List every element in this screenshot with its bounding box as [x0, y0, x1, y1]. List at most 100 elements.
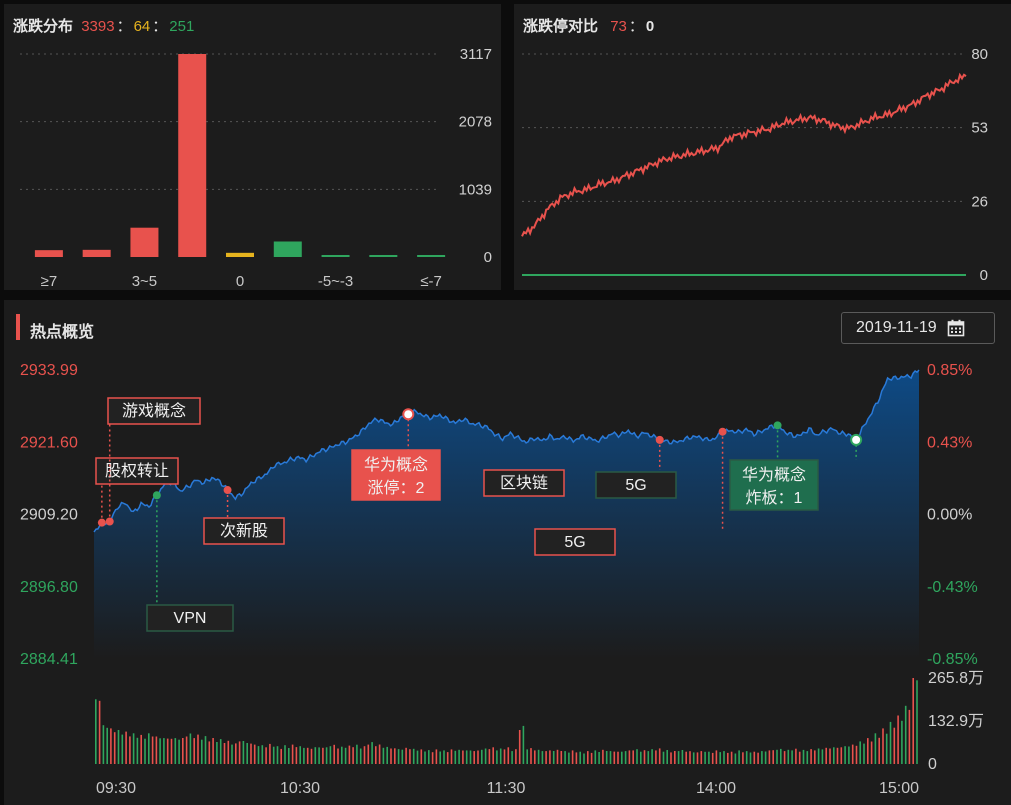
volume-bar	[303, 747, 305, 764]
dist-ytick-label: 2078	[459, 114, 492, 131]
volume-bar	[534, 750, 536, 764]
annotation-sublabel: 涨停：2	[368, 479, 425, 497]
volume-bar	[916, 680, 918, 764]
date-picker[interactable]: 2019-11-19	[841, 312, 995, 344]
volume-bar	[106, 727, 108, 764]
volume-bar	[166, 738, 169, 764]
dist-bar--7~-5	[369, 255, 398, 257]
annotation-dot	[402, 408, 415, 421]
volume-bar	[291, 744, 294, 764]
volume-bar	[462, 750, 464, 764]
volume-bar	[129, 736, 131, 764]
dist-bar-0	[226, 252, 254, 257]
volume-bar	[405, 747, 407, 764]
volume-bar	[530, 748, 532, 764]
volume-bar	[848, 746, 850, 764]
annotation-label: 区块链	[500, 474, 548, 492]
volume-bar	[806, 751, 809, 764]
volume-bar	[450, 749, 453, 764]
volume-bar	[783, 751, 786, 764]
limit-ytick-label: 26	[971, 193, 988, 210]
annotation-3: 次新股	[203, 486, 285, 545]
volume-bar	[885, 733, 888, 764]
volume-bar	[155, 736, 158, 764]
volume-bar	[136, 737, 139, 764]
volume-bar	[568, 752, 570, 764]
dist-bar-0~3	[178, 54, 207, 257]
volume-bar	[575, 752, 578, 764]
annotation-box	[107, 397, 201, 425]
volume-bar	[458, 749, 460, 764]
volume-bar	[602, 749, 604, 764]
time-tick-label: 11:30	[487, 780, 526, 797]
volume-bar	[768, 750, 771, 764]
volume-bar	[863, 743, 865, 764]
volume-bar	[734, 753, 737, 764]
annotation-dot	[773, 421, 782, 430]
volume-bar	[780, 748, 782, 764]
price-ytick-label: 2896.80	[20, 579, 78, 596]
volume-bar	[443, 750, 445, 764]
volume-bar	[515, 749, 517, 764]
volume-bar	[655, 750, 657, 764]
volume-bar	[499, 748, 502, 764]
volume-bar	[394, 748, 396, 764]
volume-bar	[723, 751, 725, 764]
annotation-box	[534, 528, 616, 556]
dist-xtick-label: 0	[236, 273, 244, 290]
annotation-label: 次新股	[220, 522, 268, 540]
volume-bar	[764, 751, 767, 764]
volume-bar	[844, 746, 846, 764]
volume-bar	[787, 749, 790, 764]
volume-bar	[874, 733, 877, 764]
volume-bar	[344, 747, 347, 764]
volume-bar	[609, 751, 612, 764]
limit-chart: 80 53 26 0	[521, 46, 988, 284]
volume-bar	[795, 748, 797, 764]
volume-bar	[549, 750, 551, 764]
volume-bar	[833, 747, 835, 764]
volume-bar	[666, 750, 668, 764]
volume-bar	[144, 738, 146, 764]
dist-bar--5~-3	[321, 255, 350, 257]
time-tick-label: 15:00	[879, 780, 919, 797]
volume-bar	[477, 750, 479, 764]
volume-bar	[643, 750, 646, 764]
hot-overview-panel: 热点概览 2019-11-19 2933.99 2921.60 2909.20 289…	[4, 300, 1011, 805]
hot-title: 热点概览	[30, 324, 95, 341]
volume-bar	[696, 752, 699, 764]
volume-bar	[912, 678, 914, 764]
annotation-7: 5G	[595, 421, 782, 499]
annotation-sublabel: 炸板：1	[746, 489, 803, 507]
annotation-label: 华为概念	[364, 455, 428, 474]
volume-bar	[636, 749, 638, 764]
dist-bar-5~7	[82, 249, 111, 257]
volume-bar	[454, 750, 457, 764]
up-count: 3393	[81, 18, 115, 35]
volume-bar	[821, 749, 824, 764]
volume-bar	[492, 747, 494, 764]
volume-bar	[798, 751, 801, 764]
volume-bar	[235, 743, 237, 764]
volume-bar	[318, 747, 320, 764]
annotation-label: 5G	[564, 534, 585, 551]
volume-bar	[284, 745, 286, 764]
volume-bar	[882, 728, 884, 764]
volume-bar	[113, 732, 116, 764]
volume-bar	[337, 748, 339, 764]
volume-bar	[269, 743, 271, 764]
volume-bar	[341, 746, 343, 764]
volume-bar	[484, 748, 487, 764]
volume-bar	[730, 751, 733, 764]
volume-bar	[185, 736, 188, 764]
volume-bar	[791, 750, 793, 764]
volume-bar	[855, 745, 858, 764]
dist-bar-≥7	[34, 250, 63, 257]
volume-bar	[280, 748, 282, 764]
volume-bar	[817, 748, 820, 764]
volume-ytick-label: 0	[928, 756, 937, 773]
volume-bar	[878, 737, 880, 764]
dist-bar-≤-7	[417, 255, 446, 257]
volume-bar	[121, 734, 124, 764]
